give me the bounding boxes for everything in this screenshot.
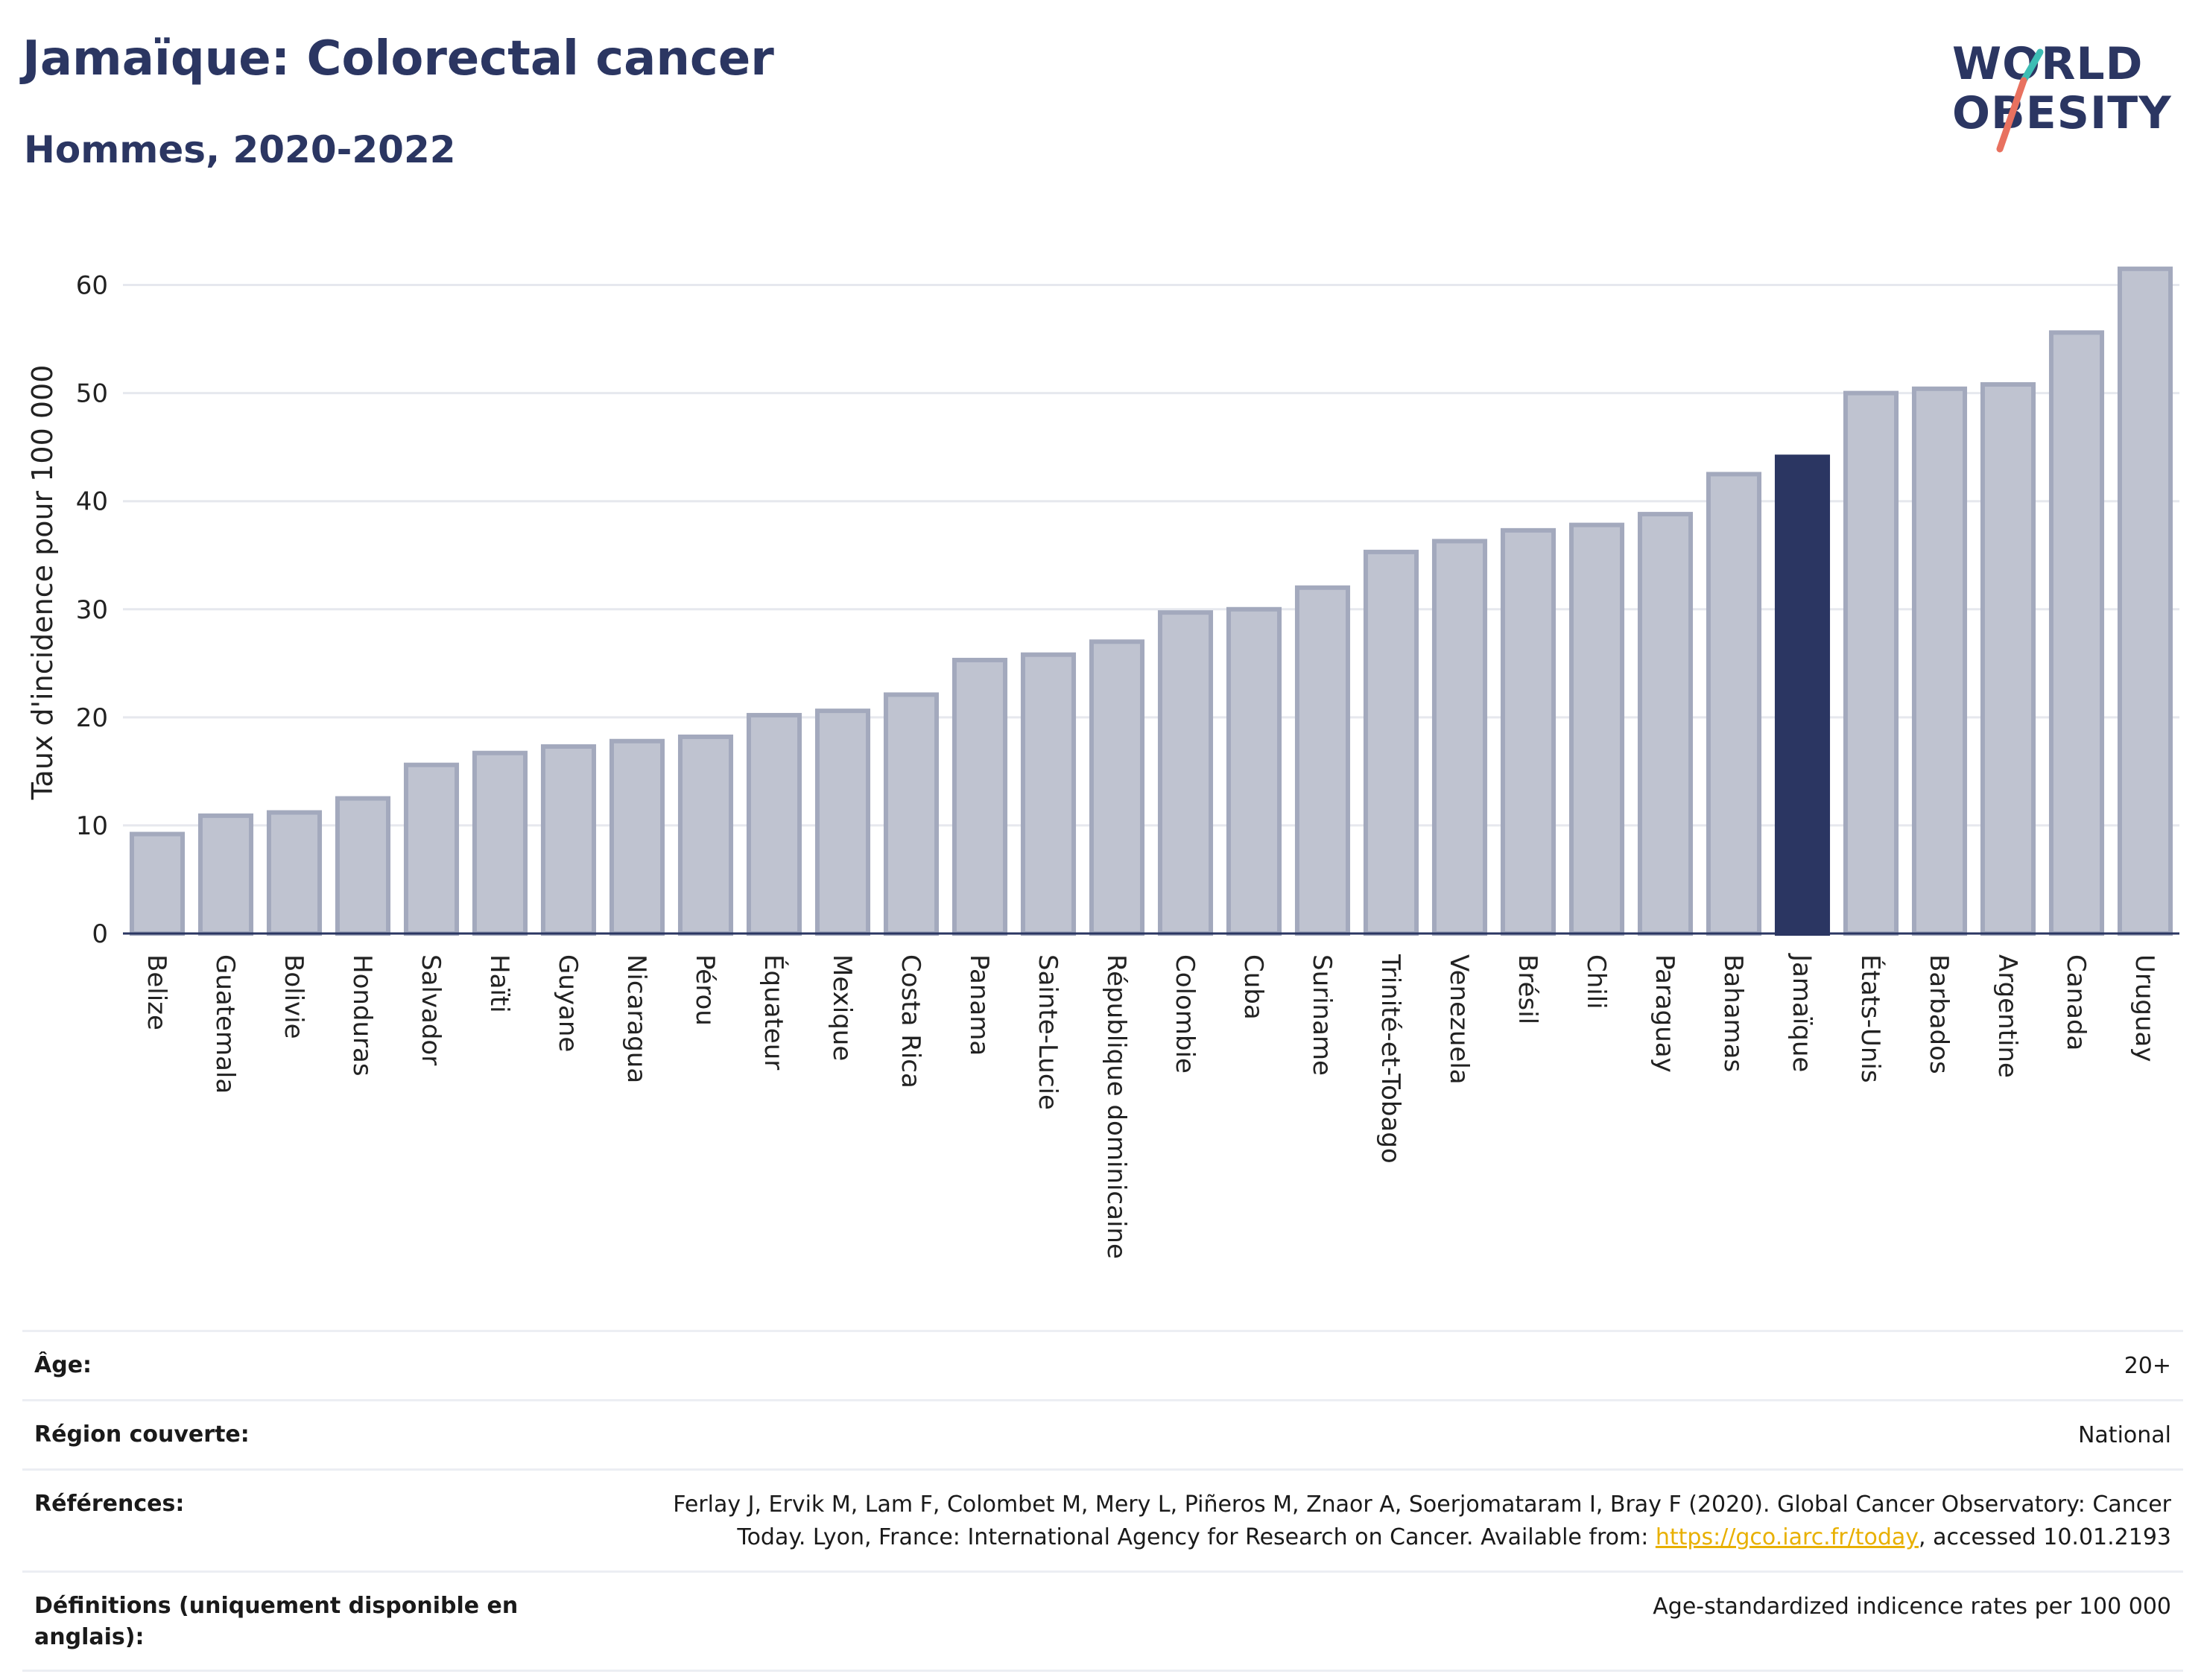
y-tick-label: 50 bbox=[76, 379, 108, 409]
x-tick-label: États-Unis bbox=[1855, 954, 1886, 1083]
x-tick-label: Panama bbox=[964, 954, 994, 1056]
bar bbox=[1226, 606, 1282, 936]
y-tick-label: 10 bbox=[76, 811, 108, 841]
bar bbox=[1843, 390, 1899, 936]
definitions-label: Définitions (uniquement disponible en an… bbox=[34, 1593, 519, 1650]
x-tick-label: Belize bbox=[142, 954, 171, 1030]
x-tick-label: Venezuela bbox=[1444, 954, 1474, 1085]
bar bbox=[2117, 266, 2173, 936]
x-tick-label: Colombie bbox=[1170, 954, 1200, 1074]
x-tick-label: Barbados bbox=[1924, 954, 1954, 1074]
meta-row-references: Références: Ferlay J, Ervik M, Lam F, Co… bbox=[22, 1468, 2183, 1570]
bar-highlight bbox=[1774, 454, 1831, 936]
region-value: National bbox=[2077, 1422, 2171, 1448]
x-tick-label: Suriname bbox=[1307, 954, 1337, 1076]
chart-subtitle: Hommes, 2020-2022 bbox=[24, 128, 456, 171]
references-label: Références: bbox=[34, 1491, 185, 1517]
x-tick-label: Trinité-et-Tobago bbox=[1375, 954, 1405, 1164]
bar bbox=[1500, 527, 1557, 936]
chart-title: Jamaïque: Colorectal cancer bbox=[22, 31, 774, 86]
x-tick-label: Bahamas bbox=[1718, 954, 1748, 1072]
references-link[interactable]: https://gco.iarc.fr/today bbox=[1655, 1524, 1919, 1550]
references-accessed: , accessed 10.01.2193 bbox=[1919, 1524, 2171, 1550]
y-tick-label: 20 bbox=[76, 703, 108, 733]
bar bbox=[403, 762, 460, 936]
bar bbox=[609, 738, 665, 936]
bar bbox=[883, 692, 940, 936]
bar bbox=[1294, 585, 1351, 936]
x-tick-label: Mexique bbox=[827, 954, 857, 1061]
age-label: Âge: bbox=[34, 1352, 92, 1378]
y-tick-label: 0 bbox=[92, 919, 108, 949]
x-tick-label: Chili bbox=[1581, 954, 1611, 1009]
bar bbox=[472, 750, 528, 936]
bar bbox=[1706, 472, 1762, 936]
references-text-line1: Ferlay J, Ervik M, Lam F, Colombet M, Me… bbox=[673, 1492, 2171, 1518]
bar bbox=[1568, 522, 1625, 936]
bar bbox=[2048, 330, 2105, 936]
logo-slash-icon bbox=[1996, 48, 2044, 153]
x-tick-label: Haïti bbox=[484, 954, 514, 1013]
x-tick-label: Équateur bbox=[759, 954, 789, 1070]
meta-row-age: Âge: 20+ bbox=[22, 1330, 2183, 1399]
bar bbox=[1020, 652, 1077, 936]
y-tick-label: 40 bbox=[76, 487, 108, 517]
x-tick-label: Brésil bbox=[1513, 954, 1542, 1024]
bar bbox=[1637, 512, 1694, 936]
bar bbox=[1089, 639, 1145, 936]
x-tick-label: Costa Rica bbox=[896, 954, 925, 1088]
x-tick-label: Sainte-Lucie bbox=[1033, 954, 1063, 1110]
bar bbox=[1157, 610, 1214, 936]
x-tick-label: Honduras bbox=[347, 954, 377, 1077]
bar bbox=[540, 744, 597, 936]
x-tick-label: République dominicaine bbox=[1101, 954, 1131, 1259]
x-tick-label: Nicaragua bbox=[621, 954, 651, 1083]
y-tick-label: 30 bbox=[76, 595, 108, 625]
x-tick-label: Uruguay bbox=[2129, 954, 2159, 1062]
y-tick-label: 60 bbox=[76, 271, 108, 301]
meta-row-region: Région couverte: National bbox=[22, 1399, 2183, 1468]
x-tick-label: Canada bbox=[2061, 954, 2091, 1050]
bar bbox=[951, 657, 1008, 936]
definitions-value: Age-standardized indicence rates per 100… bbox=[1653, 1594, 2171, 1620]
bar bbox=[1363, 549, 1419, 936]
x-tick-label: Cuba bbox=[1238, 954, 1268, 1020]
x-tick-label: Paraguay bbox=[1650, 954, 1679, 1073]
region-label: Région couverte: bbox=[34, 1421, 250, 1448]
bar bbox=[266, 810, 323, 936]
age-value: 20+ bbox=[2124, 1353, 2171, 1379]
x-tick-label: Salvador bbox=[416, 954, 446, 1065]
bar bbox=[677, 734, 734, 936]
bar bbox=[129, 831, 186, 936]
bar bbox=[814, 709, 871, 936]
metadata-table: Âge: 20+ Région couverte: National Référ… bbox=[22, 1330, 2183, 1672]
x-tick-label: Pérou bbox=[690, 954, 720, 1026]
bar bbox=[1431, 539, 1488, 936]
y-axis-title: Taux d'incidence pour 100 000 bbox=[26, 365, 59, 801]
world-obesity-logo: WORLD OBESITY bbox=[1945, 22, 2191, 156]
x-tick-label: Guatemala bbox=[210, 954, 240, 1094]
bar bbox=[746, 712, 802, 936]
logo-word-obesity: OBESITY bbox=[1952, 87, 2172, 139]
bar bbox=[197, 813, 254, 936]
bar-chart: 0 10 20 30 40 50 60 Taux d'incidence pour 100 0… bbox=[26, 266, 2179, 1259]
x-tick-label: Argentine bbox=[1992, 954, 2022, 1078]
x-tick-label: Guyane bbox=[553, 954, 583, 1052]
x-tick-label: Bolivie bbox=[279, 954, 308, 1039]
bar bbox=[335, 796, 391, 936]
logo-word-world: WORLD bbox=[1952, 38, 2144, 90]
x-tick-label: Jamaïque bbox=[1787, 953, 1817, 1072]
references-text-line2: Today. Lyon, France: International Agenc… bbox=[737, 1524, 1656, 1550]
meta-row-definitions: Définitions (uniquement disponible en an… bbox=[22, 1570, 2183, 1672]
bar bbox=[1911, 386, 1968, 936]
bar bbox=[1980, 382, 2036, 936]
references-value: Ferlay J, Ervik M, Lam F, Colombet M, Me… bbox=[673, 1489, 2171, 1554]
